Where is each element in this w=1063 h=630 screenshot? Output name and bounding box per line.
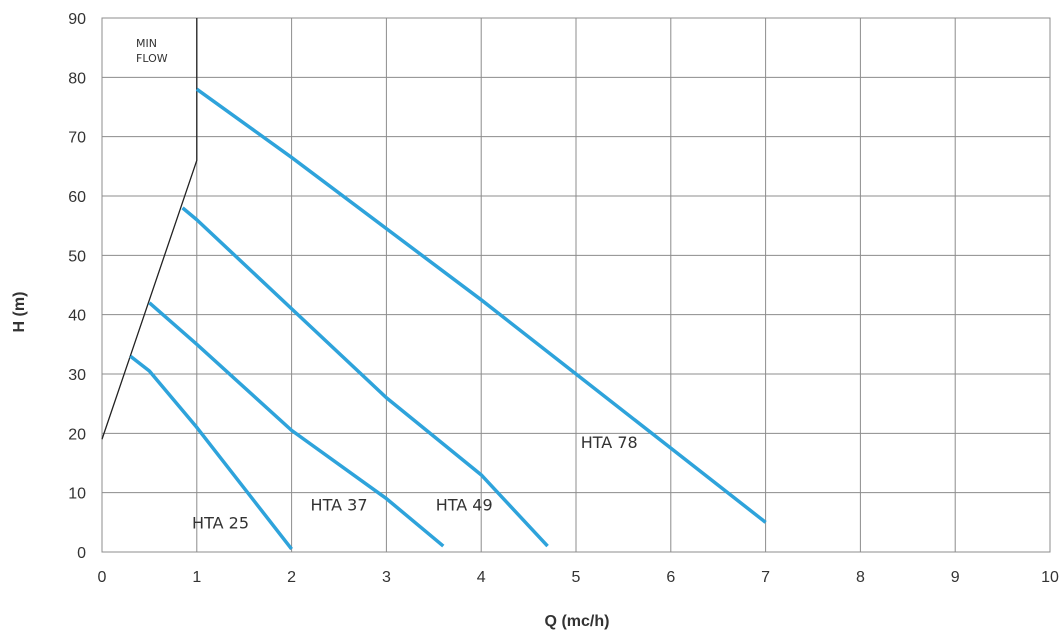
y-tick-label: 40 <box>68 308 86 325</box>
plot-border <box>101 17 1051 553</box>
x-tick-label: 8 <box>856 569 865 586</box>
x-axis-title: Q (mc/h) <box>545 613 610 630</box>
y-tick-label: 20 <box>68 426 86 443</box>
y-tick-label: 30 <box>68 367 86 384</box>
x-tick-label: 6 <box>666 569 675 586</box>
series-label-hta-49: HTA 49 <box>436 495 493 514</box>
plot-frame <box>101 17 1051 553</box>
x-tick-label: 0 <box>98 569 107 586</box>
y-tick-label: 50 <box>68 248 86 265</box>
min-flow-label-line: MIN <box>136 37 157 50</box>
x-tick-label: 3 <box>382 569 391 586</box>
y-tick-label: 60 <box>68 189 86 206</box>
x-tick-label: 7 <box>761 569 770 586</box>
x-tick-label: 5 <box>572 569 581 586</box>
series-labels: HTA 25 HTA 37 HTA 49 HTA 78 <box>192 433 638 532</box>
min-flow-line <box>101 18 198 440</box>
x-tick-label: 2 <box>287 569 296 586</box>
y-tick-label: 0 <box>77 545 86 562</box>
series-label-hta-37: HTA 37 <box>311 495 368 514</box>
series-line-hta-25 <box>129 354 293 551</box>
min-flow-group: MIN FLOW <box>101 18 198 440</box>
series-label-hta-78: HTA 78 <box>581 433 638 452</box>
series-group <box>129 87 767 551</box>
x-tick-labels: 0 1 2 3 4 5 6 7 8 9 10 <box>98 569 1059 586</box>
y-tick-label: 70 <box>68 130 86 147</box>
min-flow-label: MIN FLOW <box>136 37 168 65</box>
series-line-hta-78 <box>195 87 767 524</box>
series-line-hta-49 <box>181 206 549 548</box>
grid <box>101 17 1051 553</box>
x-tick-label: 4 <box>477 569 486 586</box>
y-tick-label: 10 <box>68 486 86 503</box>
y-tick-label: 80 <box>68 70 86 87</box>
y-axis-title: H (m) <box>11 292 28 333</box>
x-tick-label: 1 <box>192 569 201 586</box>
min-flow-label-line: FLOW <box>136 52 168 65</box>
y-tick-label: 90 <box>68 11 86 28</box>
y-tick-labels: 0 10 20 30 40 50 60 70 80 90 <box>68 11 86 562</box>
series-line-hta-37 <box>148 301 445 548</box>
x-tick-label: 10 <box>1041 569 1059 586</box>
x-tick-label: 9 <box>951 569 960 586</box>
series-label-hta-25: HTA 25 <box>192 513 249 532</box>
